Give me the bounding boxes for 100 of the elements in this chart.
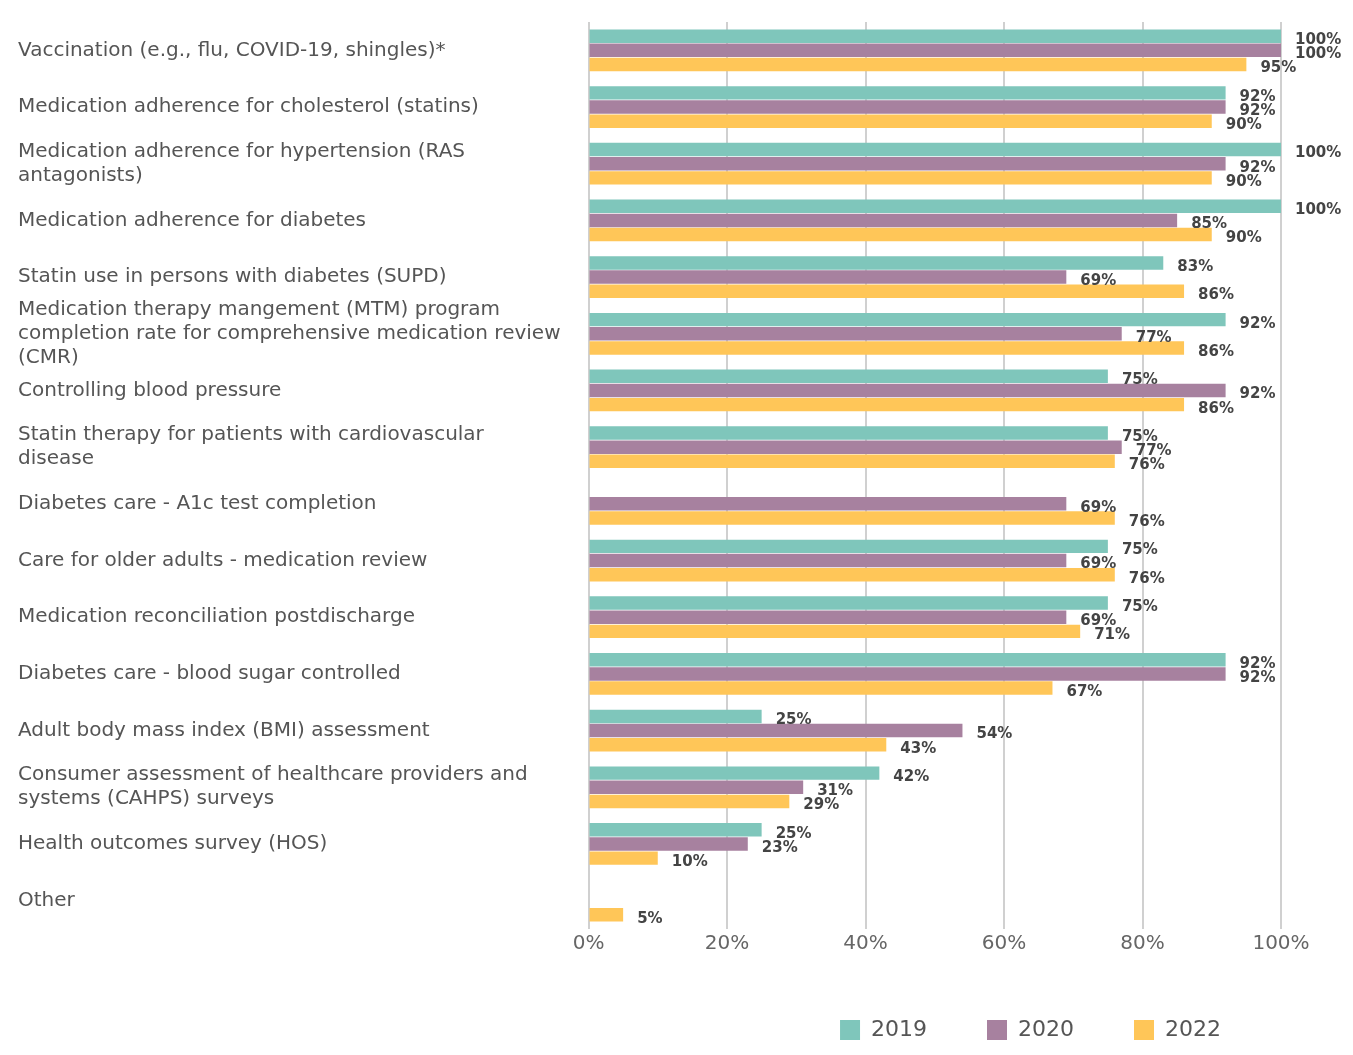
data-label: 69% (1080, 554, 1117, 573)
y-tick-label: Medication therapy mangement (MTM) program completion rate for comprehensive medication review (CMR) (18, 295, 561, 368)
data-label: 86% (1198, 341, 1234, 360)
data-label: 90% (1225, 228, 1262, 247)
y-tick-label: Controlling blood pressure (18, 376, 282, 401)
bar (589, 43, 1281, 58)
bar (589, 567, 1115, 582)
bar (589, 86, 1226, 100)
bar (589, 454, 1115, 469)
bar (589, 681, 1053, 695)
bar (589, 227, 1212, 242)
bar (589, 256, 1164, 270)
bar (589, 794, 790, 809)
y-tick-label: Medication adherence for diabetes (18, 206, 367, 231)
data-label: 76% (1128, 511, 1165, 530)
bar (589, 171, 1212, 185)
data-label: 75% (1121, 540, 1158, 559)
bar (589, 596, 1108, 610)
bar (589, 738, 887, 752)
legend-label: 2019 (871, 1015, 928, 1041)
x-tick-label: 100% (1252, 930, 1310, 955)
bar (589, 723, 963, 738)
bar (589, 837, 748, 851)
data-label: 69% (1080, 497, 1117, 516)
data-label: 42% (893, 767, 930, 785)
data-label: 75% (1121, 370, 1158, 389)
data-label: 95% (1260, 58, 1297, 77)
bar (589, 426, 1108, 440)
y-tick-label: Vaccination (e.g., flu, COVID-19, shingles)* (18, 36, 446, 61)
x-tick-label: 40% (843, 930, 888, 955)
y-tick-label: Health outcomes survey (HOS) (18, 830, 328, 855)
data-label: 92% (1239, 313, 1276, 332)
y-tick-label: Statin therapy for patients with cardiovascular disease (18, 421, 485, 470)
bar (589, 142, 1281, 157)
bar (589, 270, 1067, 284)
data-label: 86% (1198, 398, 1234, 417)
data-label: 10% (671, 852, 708, 871)
x-tick-label: 60% (981, 930, 1027, 955)
y-tick-label: Diabetes care - blood sugar controlled (18, 660, 401, 685)
data-label: 90% (1225, 115, 1262, 134)
data-label: 43% (900, 738, 937, 757)
bar (589, 383, 1226, 398)
y-tick-label: Consumer assessment of healthcare providers and systems (CAHPS) surveys (18, 761, 528, 810)
y-tick-label: Diabetes care - A1c test completion (18, 490, 377, 515)
bar (589, 653, 1226, 667)
bar (589, 908, 624, 922)
bar (589, 341, 1185, 355)
bar (589, 213, 1178, 228)
bar (589, 57, 1247, 72)
data-label: 75% (1121, 596, 1158, 615)
data-label: 23% (761, 837, 798, 856)
data-label: 86% (1198, 285, 1234, 304)
bar (589, 511, 1115, 525)
data-label: 25% (775, 710, 812, 729)
data-label: 100% (1295, 143, 1342, 162)
data-label: 92% (1239, 667, 1276, 686)
legend-label: 2022 (1165, 1015, 1222, 1041)
bar (589, 667, 1226, 681)
y-tick-label: Care for older adults - medication review (18, 546, 428, 571)
data-label: 90% (1225, 171, 1262, 190)
data-label: 69% (1080, 270, 1117, 289)
data-label: 85% (1191, 214, 1228, 233)
bar (589, 440, 1122, 454)
y-tick-label: Adult body mass index (BMI) assessment (18, 716, 430, 741)
data-label: 83% (1177, 256, 1214, 275)
y-tick-label: Medication adherence for hypertension (RAS antagonists) (18, 137, 466, 186)
bar (589, 851, 658, 865)
y-tick-label: Other (18, 886, 76, 911)
bar (589, 284, 1185, 298)
bar (589, 156, 1226, 171)
bar (589, 610, 1067, 624)
bar (589, 369, 1108, 384)
bar (589, 709, 762, 724)
bar (589, 114, 1212, 128)
bar (589, 553, 1067, 568)
x-tick-label: 0% (572, 930, 605, 955)
bar (589, 327, 1122, 341)
bar (589, 199, 1281, 213)
data-label: 92% (1239, 384, 1276, 403)
bar (589, 766, 880, 780)
y-tick-label: Medication adherence for cholesterol (statins) (18, 93, 479, 118)
x-tick-label: 80% (1120, 930, 1165, 955)
y-tick-label: Medication reconciliation postdischarge (18, 603, 415, 628)
data-label: 76% (1128, 568, 1165, 587)
x-tick-label: 20% (704, 930, 750, 955)
data-label: 5% (637, 908, 663, 927)
bar (589, 624, 1081, 639)
bar (589, 497, 1067, 511)
bar (589, 397, 1185, 412)
bar (589, 100, 1226, 114)
bar (589, 312, 1226, 327)
y-tick-label: Statin use in persons with diabetes (SUPD) (18, 263, 447, 288)
data-label: 54% (976, 724, 1013, 743)
data-label: 100% (1295, 200, 1342, 219)
legend-label: 2020 (1018, 1015, 1075, 1041)
data-label: 67% (1066, 681, 1103, 700)
bar (589, 780, 804, 795)
bar (589, 823, 762, 837)
data-label: 77% (1135, 327, 1172, 346)
bar (589, 29, 1281, 43)
